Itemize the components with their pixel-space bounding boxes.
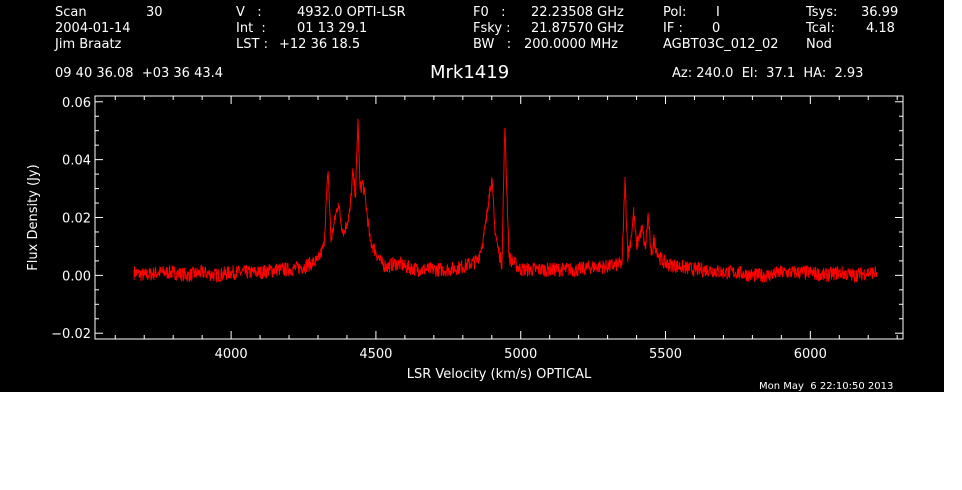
- source-coordinates: 09 40 36.08 +03 36 43.4: [55, 66, 224, 81]
- tcal-value: 4.18: [866, 21, 895, 36]
- project-id: AGBT03C_012_02: [663, 37, 779, 52]
- f0-value: 22.23508 GHz: [531, 5, 624, 20]
- x-axis-label: LSR Velocity (km/s) OPTICAL: [407, 367, 592, 382]
- pol-value: I: [716, 5, 720, 20]
- axis-labels: 4000 4500 5000 5500 6000 −0.02 0.00 0.02 0.04 0.0…: [26, 96, 827, 382]
- x-tick-label: 5000: [504, 347, 537, 362]
- tsys-value: 36.99: [861, 5, 899, 20]
- axes: [94, 95, 904, 340]
- x-tick-label: 4500: [359, 347, 392, 362]
- spectrum-chart: 4000 4500 5000 5500 6000 −0.02 0.00 0.02 0.04 0.0…: [26, 95, 904, 382]
- v-label: V :: [236, 5, 262, 20]
- observer-name: Jim Braatz: [55, 37, 122, 52]
- pol-label: Pol:: [663, 5, 687, 20]
- tcal-label: Tcal:: [806, 21, 835, 36]
- plot-timestamp: Mon May 6 22:10:50 2013: [759, 381, 894, 392]
- x-tick-label: 5500: [649, 347, 682, 362]
- plot-frame: [94, 95, 904, 340]
- int-value: 01 13 29.1: [297, 21, 368, 36]
- y-tick-label: 0.06: [62, 96, 91, 111]
- tsys-label: Tsys:: [806, 5, 838, 20]
- source-title: Mrk1419: [430, 62, 510, 83]
- y-tick-label: −0.02: [51, 327, 91, 342]
- x-tick-label: 4000: [215, 347, 248, 362]
- f0-label: F0 :: [473, 5, 506, 20]
- series-group: [133, 118, 878, 284]
- int-label: Int :: [236, 21, 266, 36]
- v-value: 4932.0 OPTI-LSR: [297, 5, 406, 20]
- x-tick-label: 6000: [794, 347, 827, 362]
- plot-panel: Scan 30 V : 4932.0 OPTI-LSR F0 : 22.2350…: [0, 0, 944, 392]
- lst-label: LST :: [236, 37, 268, 52]
- fsky-value: 21.87570 GHz: [531, 21, 624, 36]
- bw-value: 200.0000 MHz: [524, 37, 618, 52]
- fsky-label: Fsky :: [473, 21, 511, 36]
- if-label: IF :: [663, 21, 683, 36]
- bw-label: BW :: [473, 37, 512, 52]
- pointing-info: Az: 240.0 El: 37.1 HA: 2.93: [672, 66, 864, 81]
- scan-value: 30: [146, 5, 163, 20]
- spectrum-line: [133, 118, 878, 284]
- scan-label: Scan: [55, 5, 87, 20]
- lst-value: +12 36 18.5: [279, 37, 361, 52]
- if-value: 0: [712, 21, 721, 36]
- y-axis-label: Flux Density (Jy): [26, 164, 41, 270]
- observing-mode: Nod: [806, 37, 832, 52]
- y-tick-label: 0.04: [62, 154, 91, 169]
- y-tick-label: 0.02: [62, 212, 91, 227]
- y-tick-label: 0.00: [62, 269, 91, 284]
- observation-date: 2004-01-14: [55, 21, 131, 36]
